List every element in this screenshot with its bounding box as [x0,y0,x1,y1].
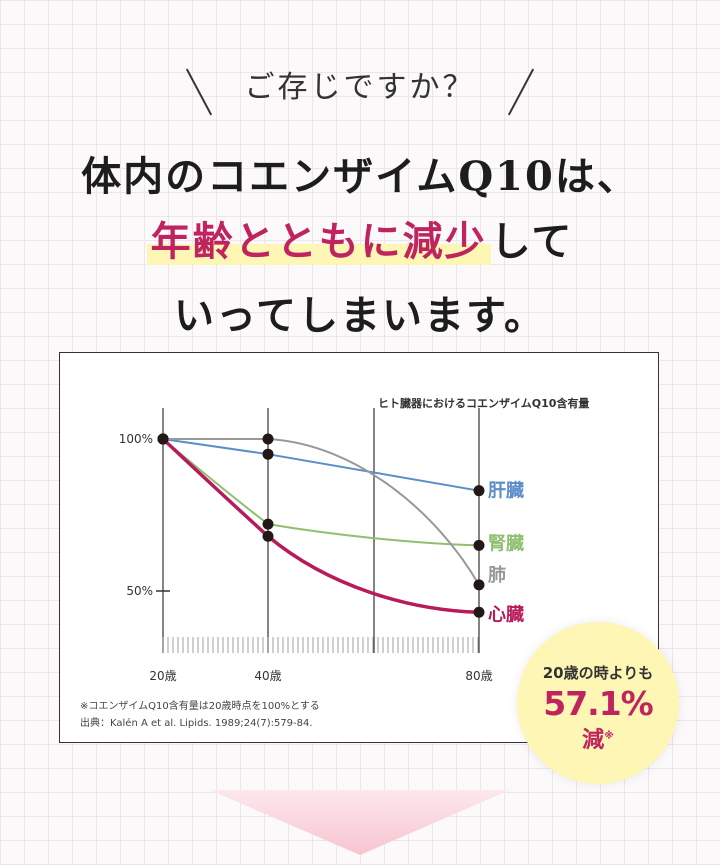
chart-title: ヒト臓器におけるコエンザイムQ10含有量 [378,396,589,410]
badge-value: 57.1% [543,684,654,723]
badge-caption: 20歳の時よりも [542,664,654,682]
data-point [473,485,485,497]
intro-heading: ご存じですか？ [0,62,720,116]
badge-word-wrap: 減※ [517,722,679,754]
data-point [262,530,274,542]
y-tick-label: 100% [119,432,153,446]
chart-panel: ヒト臓器におけるコエンザイムQ10含有量 100% 50% 20歳 40歳 80歳 肝臓腎臓… [59,352,659,743]
chart-note: ※コエンザイムQ10含有量は20歳時点を100%とする [80,701,320,712]
data-point [262,518,274,530]
series-line-2 [163,438,480,586]
down-arrow-icon [210,790,510,855]
series-label: 肝臓 [488,481,524,502]
headline-line-1: 体内のコエンザイムQ10は、 [81,153,639,200]
series-label: 心臓 [488,604,524,625]
reduction-badge: 20歳の時よりも 57.1% 減※ [517,622,679,784]
x-tick-label: 40歳 [254,669,281,683]
series-line-1 [162,438,480,547]
right-slash-decoration [507,68,535,116]
x-tick-label: 80歳 [465,669,492,683]
coq10-chart: ヒト臓器におけるコエンザイムQ10含有量 100% 50% 20歳 40歳 80歳 肝臓腎臓… [119,396,590,683]
headline-line-2: 年齢とともに減少 して [0,209,720,267]
intro-text: ご存じですか？ [244,70,476,105]
badge-mark: ※ [604,730,614,742]
badge-word: 減 [582,728,605,753]
series-label: 肺 [488,565,506,586]
data-point [473,579,485,591]
x-tick-label: 20歳 [149,669,176,683]
headline-line-2-rest: して [490,218,574,265]
series-label: 腎臓 [488,533,524,554]
left-slash-decoration [185,68,213,116]
headline-line-3: いってしまいます。 [174,292,546,339]
data-point [157,433,169,445]
data-point [473,606,485,618]
data-point [473,539,485,551]
data-point [262,433,274,445]
data-point [262,448,274,460]
series-line-3 [161,437,480,615]
headline-emphasis: 年齢とともに減少 [146,218,491,265]
chart-source: 出典：Kalén A et al. Lipids. 1989;24(7):579… [80,718,313,729]
y-tick-label: 50% [126,584,153,598]
